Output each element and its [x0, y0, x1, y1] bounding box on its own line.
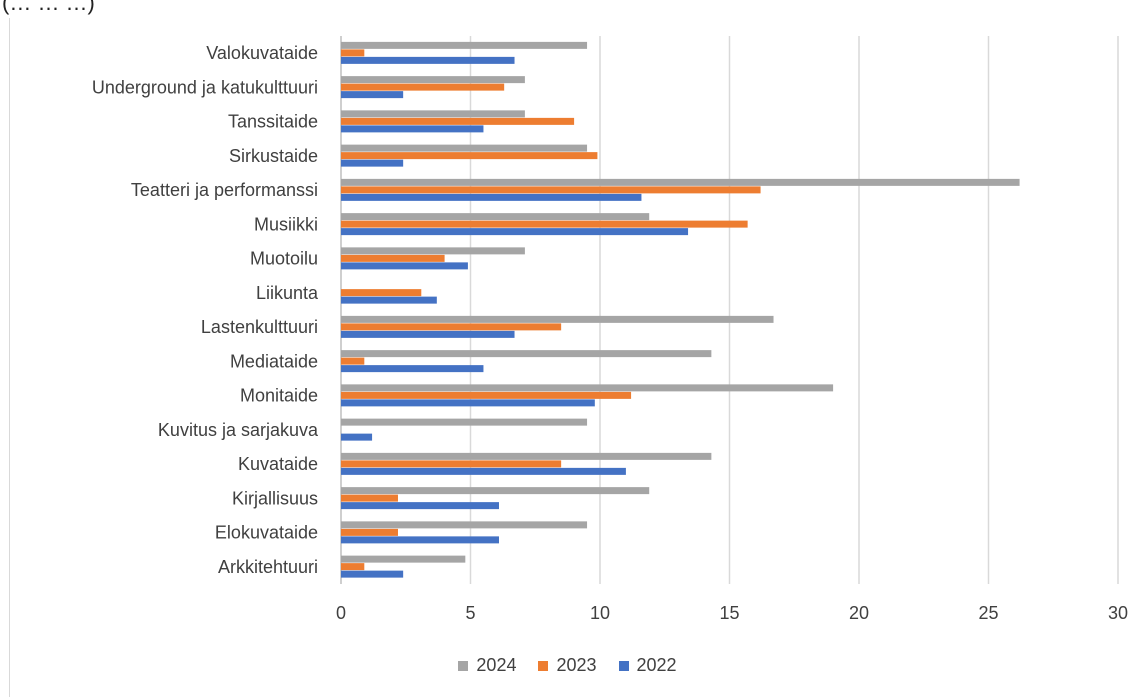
- bar-2023: [341, 323, 562, 331]
- bar-2023: [341, 254, 445, 262]
- header-fragment: (… … …): [2, 0, 95, 15]
- bar-2023: [341, 220, 748, 228]
- category-label: Monitaide: [240, 386, 318, 406]
- bar-2023: [341, 494, 398, 502]
- bar-2023: [341, 117, 575, 125]
- bar-2024: [341, 350, 712, 358]
- x-tick-label: 30: [1108, 603, 1128, 623]
- legend-label: 2022: [636, 655, 677, 675]
- category-label: Arkkitehtuuri: [218, 557, 318, 577]
- x-tick-label: 0: [336, 603, 346, 623]
- category-label: Lastenkulttuuri: [201, 317, 318, 337]
- bar-2024: [341, 555, 466, 563]
- category-label: Kirjallisuus: [232, 488, 318, 508]
- category-label: Tanssitaide: [228, 112, 318, 132]
- bar-2024: [341, 487, 650, 495]
- legend: 2024 2023 2022: [0, 655, 1135, 676]
- bar-2022: [341, 228, 689, 236]
- bar-2022: [341, 570, 404, 578]
- bar-2024: [341, 521, 588, 529]
- x-tick-label: 15: [719, 603, 739, 623]
- legend-item-2023: 2023: [538, 655, 597, 676]
- bar-2022: [341, 536, 499, 544]
- x-tick-label: 10: [590, 603, 610, 623]
- bar-2022: [341, 193, 642, 201]
- legend-item-2022: 2022: [618, 655, 677, 676]
- bar-2024: [341, 452, 712, 460]
- legend-swatch: [458, 660, 469, 671]
- bar-2024: [341, 384, 834, 392]
- category-label: Kuvataide: [238, 454, 318, 474]
- category-label: Underground ja katukulttuuri: [92, 77, 318, 97]
- bar-2024: [341, 418, 588, 426]
- x-tick-label: 25: [978, 603, 998, 623]
- bar-2023: [341, 49, 365, 57]
- x-tick-label: 20: [849, 603, 869, 623]
- bar-2022: [341, 262, 468, 270]
- bar-2024: [341, 144, 588, 152]
- bar-2024: [341, 247, 525, 255]
- bar-2022: [341, 125, 484, 133]
- bar-2023: [341, 528, 398, 536]
- bar-2023: [341, 152, 598, 160]
- legend-item-2024: 2024: [458, 655, 516, 676]
- bar-2024: [341, 213, 650, 221]
- category-label: Elokuvataide: [215, 523, 318, 543]
- bar-2024: [341, 110, 525, 118]
- legend-label: 2024: [476, 655, 517, 675]
- category-label: Teatteri ja performanssi: [131, 180, 318, 200]
- category-label: Liikunta: [256, 283, 319, 303]
- bar-2022: [341, 467, 626, 475]
- bar-2023: [341, 357, 365, 365]
- bar-2023: [341, 460, 562, 468]
- bar-2023: [341, 83, 505, 91]
- legend-label: 2023: [556, 655, 597, 675]
- category-label: Valokuvataide: [206, 43, 318, 63]
- x-tick-label: 5: [465, 603, 475, 623]
- legend-swatch: [618, 660, 629, 671]
- bar-2024: [341, 178, 1020, 186]
- bar-2024: [341, 41, 588, 49]
- legend-swatch: [538, 660, 549, 671]
- category-label: Musiikki: [254, 214, 318, 234]
- bar-2023: [341, 391, 632, 399]
- bar-2023: [341, 289, 422, 297]
- bar-2023: [341, 186, 761, 194]
- frame-border: [9, 18, 10, 697]
- bar-2022: [341, 365, 484, 373]
- category-label: Sirkustaide: [229, 146, 318, 166]
- bar-2022: [341, 56, 515, 64]
- bar-2022: [341, 91, 404, 99]
- bar-2022: [341, 399, 595, 407]
- category-label: Kuvitus ja sarjakuva: [158, 420, 319, 440]
- bar-2022: [341, 502, 499, 510]
- category-label: Muotoilu: [250, 249, 318, 269]
- category-label: Mediataide: [230, 351, 318, 371]
- bar-2022: [341, 433, 373, 441]
- bar-2022: [341, 159, 404, 167]
- bar-2023: [341, 563, 365, 571]
- bar-2024: [341, 315, 774, 323]
- bar-2022: [341, 330, 515, 338]
- bar-2022: [341, 296, 437, 304]
- bar-2024: [341, 76, 525, 84]
